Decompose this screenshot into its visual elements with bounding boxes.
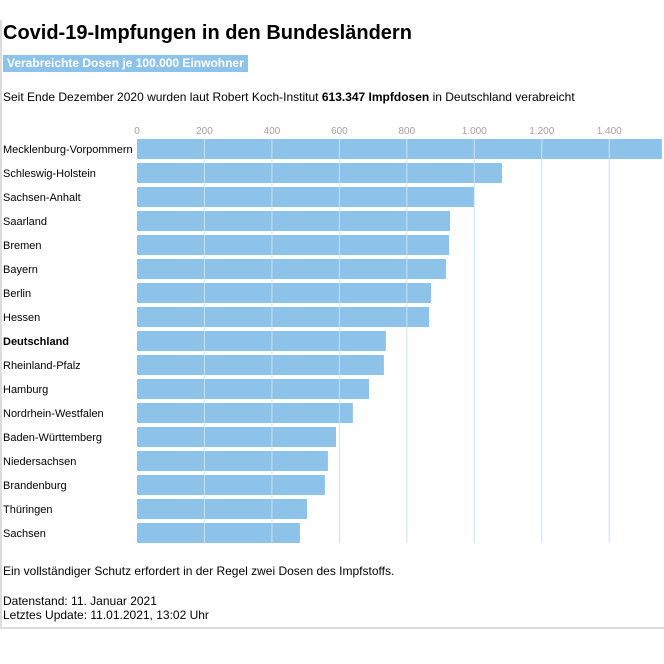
category-label: Baden-Württemberg <box>3 432 102 444</box>
bar-rheinland-pfalz <box>137 355 384 375</box>
meta-info: Datenstand: 11. Januar 2021 Letztes Upda… <box>3 594 209 622</box>
bar-niedersachsen <box>137 451 328 471</box>
category-label: Bayern <box>3 264 38 276</box>
bar-bremen <box>137 235 450 255</box>
bar-brandenburg <box>137 475 325 495</box>
footnote: Ein vollständiger Schutz erfordert in de… <box>3 564 395 578</box>
tick-label: 800 <box>398 126 415 137</box>
category-label: Schleswig-Holstein <box>3 168 96 180</box>
category-label: Rheinland-Pfalz <box>3 360 81 372</box>
last-update: Letztes Update: 11.01.2021, 13:02 Uhr <box>3 608 209 622</box>
chart-title: Covid-19-Impfungen in den Bundesländern <box>3 22 412 44</box>
category-label: Mecklenburg-Vorpommern <box>3 144 133 156</box>
intro-text-end: in Deutschland verabreicht <box>429 90 575 104</box>
bar-hamburg <box>137 379 370 399</box>
bar-chart: 0 200 400 600 800 1.000 1.200 1.400 Mecklenburg… <box>3 126 662 543</box>
category-label: Sachsen-Anhalt <box>3 192 81 204</box>
category-label: Niedersachsen <box>3 456 76 468</box>
bar-sachsen <box>137 523 300 543</box>
subtitle-badge: Verabreichte Dosen je 100.000 Einwohner <box>3 55 248 72</box>
intro-text: Seit Ende Dezember 2020 wurden laut Robe… <box>3 90 575 105</box>
category-label: Thüringen <box>3 504 53 516</box>
bar-saarland <box>137 211 451 231</box>
bar-berlin <box>137 283 432 303</box>
category-label: Sachsen <box>3 528 46 540</box>
bars-group <box>137 139 662 543</box>
tick-label: 400 <box>264 126 281 137</box>
bar-baden-württemberg <box>137 427 337 447</box>
category-label: Deutschland <box>3 336 69 348</box>
data-date: Datenstand: 11. Januar 2021 <box>3 594 157 608</box>
gridlines-group <box>203 139 610 543</box>
tick-label: 200 <box>196 126 213 137</box>
tick-label: 600 <box>331 126 348 137</box>
bar-schleswig-holstein <box>137 163 502 183</box>
category-label: Berlin <box>3 288 31 300</box>
tick-label: 0 <box>134 126 140 137</box>
bar-deutschland <box>137 331 386 351</box>
tick-label: 1.400 <box>597 126 622 137</box>
category-label: Hessen <box>3 312 40 324</box>
category-label: Nordrhein-Westfalen <box>3 408 104 420</box>
tick-label: 1.000 <box>462 126 487 137</box>
bar-nordrhein-westfalen <box>137 403 353 423</box>
bar-bayern <box>137 259 446 279</box>
bar-sachsen-anhalt <box>137 187 475 207</box>
intro-text-start: Seit Ende Dezember 2020 wurden laut Robe… <box>3 90 322 104</box>
total-doses: 613.347 Impfdosen <box>321 90 430 104</box>
category-label: Bremen <box>3 240 42 252</box>
tick-label: 1.200 <box>529 126 554 137</box>
bar-mecklenburg-vorpommern <box>137 139 662 159</box>
bar-thüringen <box>137 499 307 519</box>
bar-hessen <box>137 307 430 327</box>
chart-frame <box>0 20 664 629</box>
category-labels-group: Mecklenburg-Vorpommern Schleswig-Holstein… <box>3 144 133 540</box>
category-label: Brandenburg <box>3 480 67 492</box>
tick-labels-group: 0 200 400 600 800 1.000 1.200 1.400 <box>134 126 622 137</box>
category-label: Saarland <box>3 216 47 228</box>
category-label: Hamburg <box>3 384 48 396</box>
